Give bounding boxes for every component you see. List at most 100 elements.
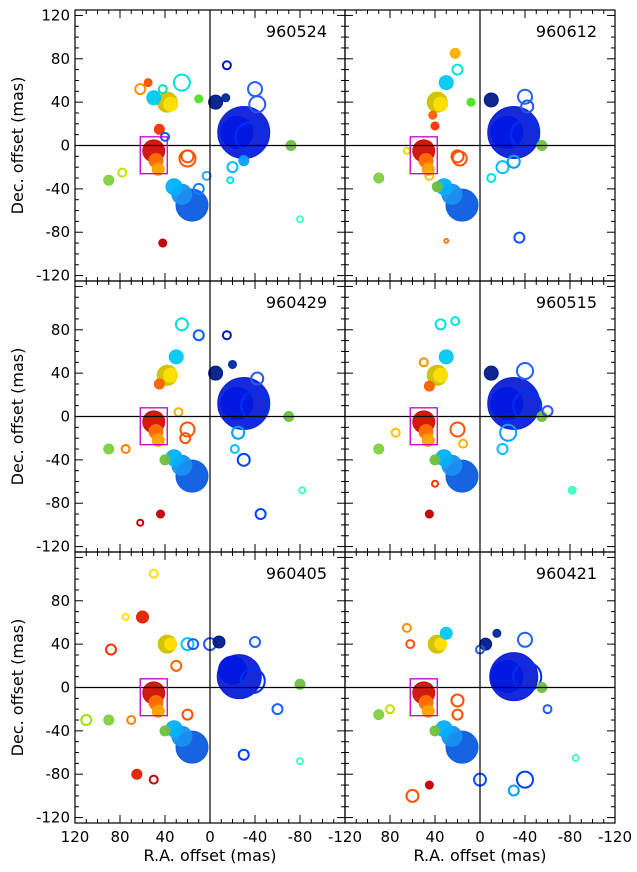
- maser-spot: [174, 317, 189, 332]
- x-tick-label: 80: [110, 828, 129, 846]
- maser-spot: [510, 119, 540, 150]
- maser-spot: [512, 390, 543, 421]
- maser-spot: [229, 444, 240, 455]
- maser-spot: [541, 405, 554, 418]
- maser-spot: [298, 486, 307, 495]
- maser-spot: [571, 753, 580, 762]
- maser-spot: [120, 444, 131, 455]
- maser-spot: [228, 359, 237, 369]
- maser-spot: [450, 149, 465, 164]
- epoch-label: 960515: [536, 293, 597, 312]
- maser-spot: [236, 452, 251, 467]
- plot-area: [345, 281, 615, 552]
- x-tick-label: 0: [205, 828, 215, 846]
- maser-spot: [430, 121, 440, 131]
- x-tick-label: -80: [558, 828, 583, 846]
- maser-spot: [153, 378, 165, 390]
- plot-area: [75, 552, 345, 823]
- epoch-label: 960421: [536, 564, 597, 583]
- maser-spot: [428, 110, 438, 120]
- panel-grid: 960524 120 80 40 0 -40 -80 -120 Dec. offset (mas…: [8, 6, 632, 865]
- maser-spot: [136, 610, 149, 624]
- panel-960515: 960515: [344, 280, 616, 553]
- maser-spot: [492, 628, 502, 638]
- maser-spot: [517, 88, 533, 105]
- maser-spot: [542, 704, 553, 715]
- y-tick-label: -120: [36, 538, 70, 556]
- maser-spot: [486, 173, 497, 184]
- y-axis-label: Dec. offset (mas): [8, 77, 27, 215]
- y-tick-label: 40: [51, 364, 70, 382]
- y-tick-label: 80: [51, 321, 70, 339]
- maser-spot: [249, 635, 261, 648]
- panel-960429: 960429 80 40 0 -40 -80 -120 Dec. offset (mas): [8, 280, 346, 556]
- plot-area: [75, 281, 345, 552]
- maser-spot: [271, 703, 284, 716]
- maser-spot: [151, 433, 165, 447]
- maser-spot: [164, 637, 178, 651]
- maser-spot: [438, 349, 454, 365]
- y-tick-label: 80: [51, 592, 70, 610]
- maser-spot: [431, 479, 439, 488]
- maser-spot: [401, 622, 412, 633]
- maser-spot: [483, 365, 499, 381]
- maser-spot: [156, 509, 165, 519]
- maser-spot: [80, 714, 93, 727]
- maser-spot: [449, 47, 461, 59]
- maser-spot: [423, 380, 435, 392]
- reference-box: [139, 407, 168, 446]
- maser-spot: [451, 708, 464, 721]
- maser-spot: [159, 454, 171, 466]
- maser-spot: [517, 631, 533, 648]
- maser-spot: [483, 92, 499, 108]
- maser-spot: [134, 83, 147, 96]
- maser-spot: [159, 725, 171, 737]
- maser-spot: [221, 60, 232, 71]
- maser-spot: [201, 170, 212, 181]
- maser-spot: [438, 75, 454, 91]
- x-tick-label: 40: [155, 828, 174, 846]
- maser-spot: [165, 178, 183, 196]
- maser-spot: [506, 154, 521, 169]
- maser-spot: [148, 774, 159, 785]
- y-tick-label: 0: [60, 408, 70, 426]
- maser-spot: [194, 94, 204, 104]
- panel-960524: 960524 120 80 40 0 -40 -80 -120 Dec. offset (mas…: [8, 6, 346, 285]
- y-tick-label: -80: [46, 765, 71, 783]
- maser-spot: [192, 182, 205, 195]
- epoch-label: 960429: [266, 293, 327, 312]
- maser-spot: [105, 643, 117, 656]
- x-tick-label: -80: [288, 828, 313, 846]
- maser-spot: [234, 121, 265, 152]
- y-tick-label: -80: [46, 223, 71, 241]
- maser-spot: [385, 704, 395, 715]
- y-tick-label: 80: [51, 50, 70, 68]
- maser-spot: [179, 432, 192, 445]
- plot-area: [75, 10, 345, 281]
- maser-spot: [163, 367, 179, 383]
- maser-spot: [126, 715, 137, 726]
- maser-spot: [148, 568, 159, 579]
- maser-spot: [143, 78, 153, 88]
- x-tick-label: -40: [243, 828, 268, 846]
- maser-spot: [226, 161, 239, 174]
- ticks: [74, 10, 346, 281]
- y-tick-label: -40: [46, 722, 71, 740]
- maser-spot: [208, 365, 224, 381]
- maser-spot: [151, 162, 165, 176]
- maser-spot: [451, 150, 468, 167]
- maser-spot: [373, 709, 385, 721]
- y-tick-label: 0: [60, 679, 70, 697]
- maser-spot: [439, 626, 453, 640]
- maser-spot: [507, 784, 520, 797]
- maser-spot: [431, 181, 443, 193]
- maser-spot: [151, 704, 165, 718]
- maser-spot: [429, 725, 441, 737]
- x-tick-label: -120: [598, 828, 632, 846]
- maser-spot: [240, 390, 270, 421]
- maser-spot: [231, 425, 246, 440]
- maser-spot: [221, 330, 232, 341]
- epoch-label: 960612: [536, 22, 597, 41]
- maser-spot: [179, 421, 196, 438]
